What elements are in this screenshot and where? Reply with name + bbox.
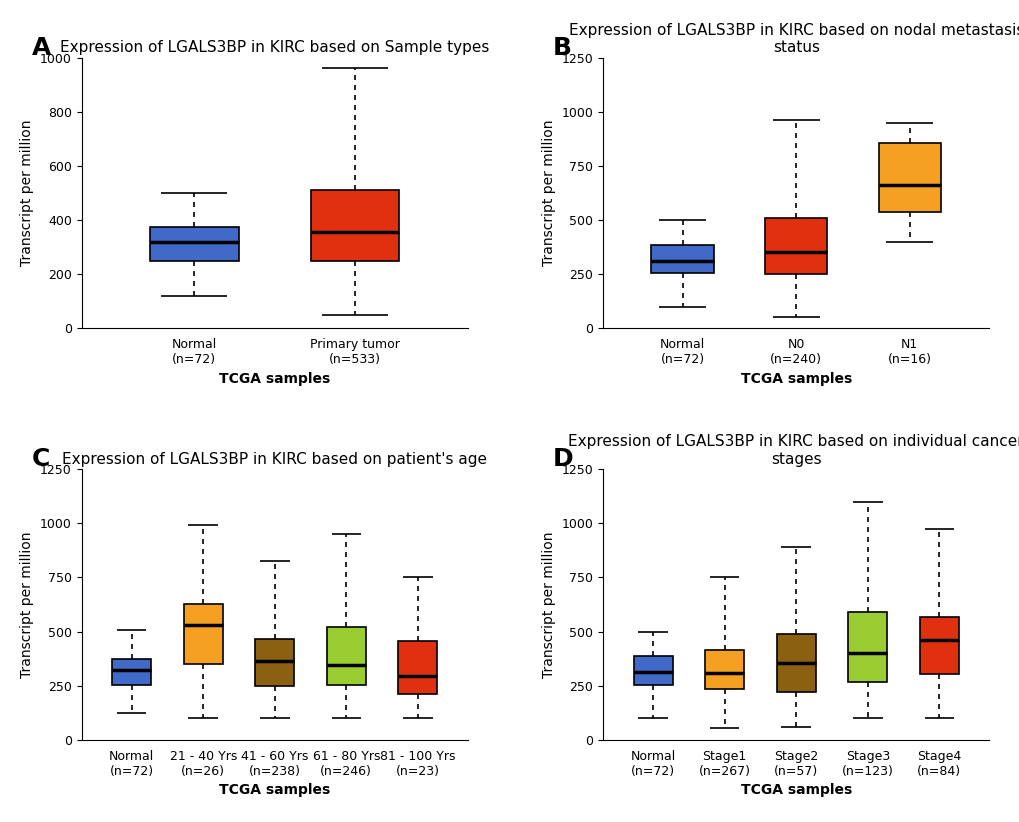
Bar (397, 641, 437, 695)
Text: A: A (32, 36, 51, 60)
Bar (919, 617, 958, 674)
Bar (847, 612, 887, 682)
Title: Expression of LGALS3BP in KIRC based on nodal metastasis
status: Expression of LGALS3BP in KIRC based on … (568, 22, 1019, 55)
Title: Expression of LGALS3BP in KIRC based on patient's age: Expression of LGALS3BP in KIRC based on … (62, 451, 487, 467)
X-axis label: TCGA samples: TCGA samples (740, 783, 851, 797)
Bar (764, 218, 826, 274)
Text: C: C (32, 447, 50, 471)
Bar (112, 658, 151, 685)
Text: D: D (552, 447, 573, 471)
Y-axis label: Transcript per million: Transcript per million (541, 531, 555, 677)
Bar (311, 190, 399, 261)
Y-axis label: Transcript per million: Transcript per million (20, 120, 35, 266)
Bar (255, 639, 294, 686)
Bar (877, 143, 941, 212)
Bar (183, 604, 223, 664)
Y-axis label: Transcript per million: Transcript per million (541, 120, 555, 266)
X-axis label: TCGA samples: TCGA samples (740, 372, 851, 386)
Bar (150, 227, 238, 261)
X-axis label: TCGA samples: TCGA samples (219, 372, 330, 386)
Text: B: B (552, 36, 572, 60)
Title: Expression of LGALS3BP in KIRC based on Sample types: Expression of LGALS3BP in KIRC based on … (60, 40, 489, 55)
Title: Expression of LGALS3BP in KIRC based on individual cancer
stages: Expression of LGALS3BP in KIRC based on … (568, 434, 1019, 467)
Bar (704, 650, 744, 689)
Y-axis label: Transcript per million: Transcript per million (20, 531, 35, 677)
Bar (775, 634, 815, 692)
Bar (633, 657, 673, 685)
Bar (326, 627, 366, 685)
X-axis label: TCGA samples: TCGA samples (219, 783, 330, 797)
Bar (651, 245, 713, 273)
